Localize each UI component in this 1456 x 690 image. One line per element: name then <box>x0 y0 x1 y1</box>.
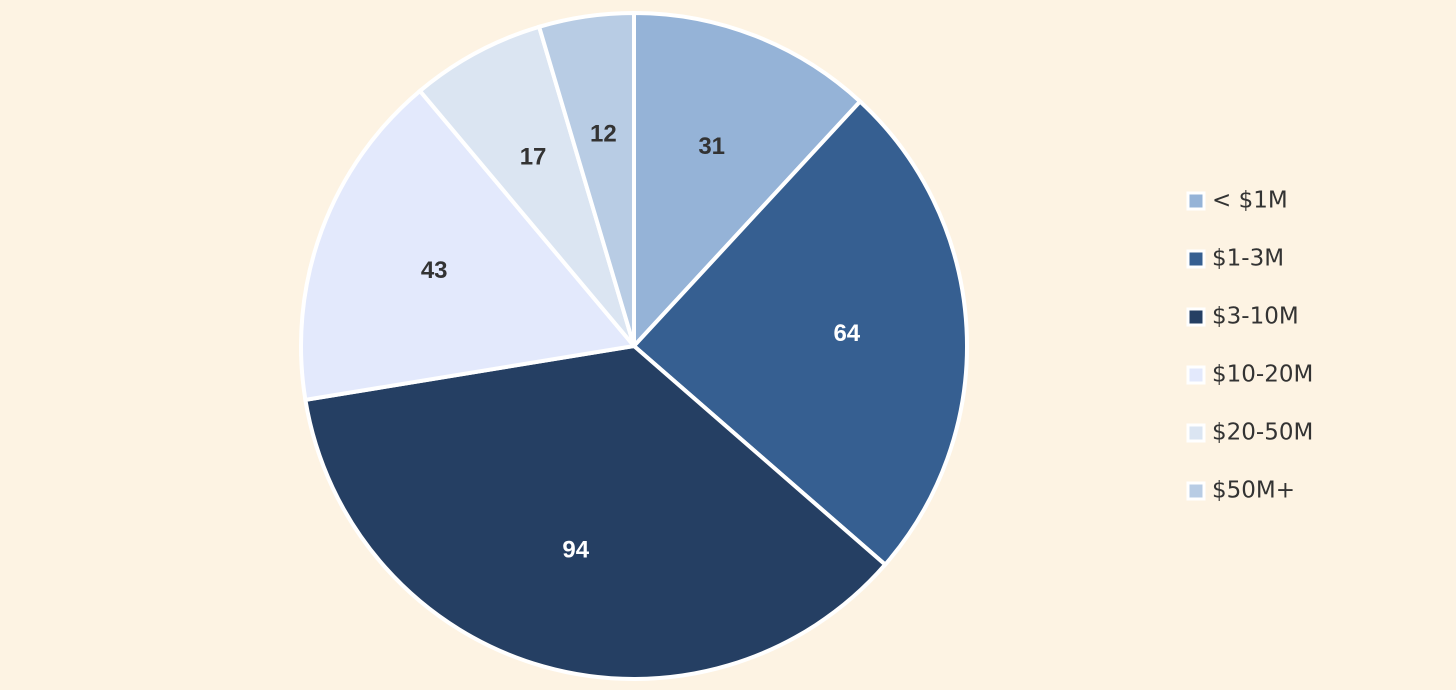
legend-label: < $1M <box>1212 188 1288 214</box>
legend-swatch <box>1186 249 1206 269</box>
pie-slice <box>632 10 863 352</box>
legend-swatch <box>1186 481 1206 501</box>
pie-slice <box>631 98 969 568</box>
legend-swatch <box>1186 365 1206 385</box>
value-label: 31 <box>698 133 725 160</box>
value-label: 17 <box>520 144 547 171</box>
value-label: 64 <box>833 320 860 347</box>
legend-label: $10-20M <box>1212 362 1313 388</box>
legend-label: $3-10M <box>1212 304 1299 330</box>
legend-label: $20-50M <box>1212 420 1313 446</box>
pie-slice <box>299 88 638 403</box>
legend-swatch <box>1186 307 1206 327</box>
pie-slice <box>536 10 636 347</box>
value-label: 94 <box>562 536 589 563</box>
pie-slice <box>417 24 636 348</box>
legend-label: $50M+ <box>1212 478 1295 504</box>
legend-swatch <box>1186 423 1206 443</box>
pie-slice <box>303 343 889 681</box>
legend-label: $1-3M <box>1212 246 1284 272</box>
legend-swatch <box>1186 191 1206 211</box>
value-label: 43 <box>421 257 448 284</box>
value-label: 12 <box>590 120 617 147</box>
